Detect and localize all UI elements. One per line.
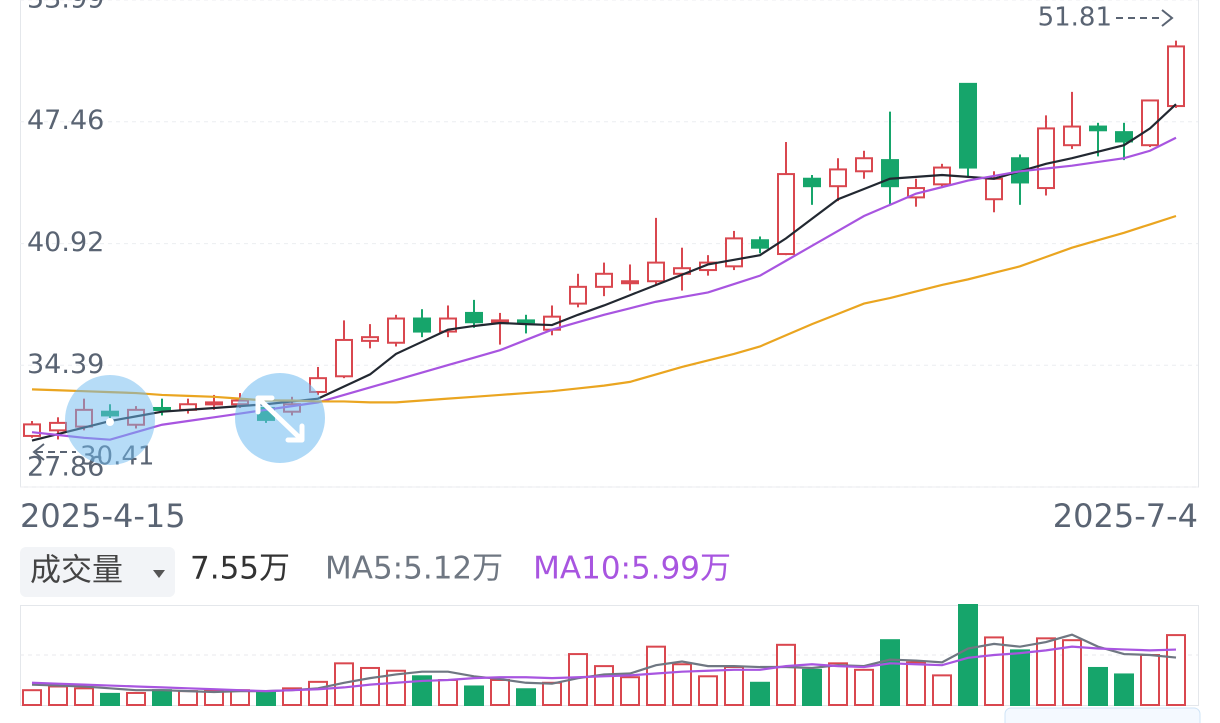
candle-body [751, 239, 769, 249]
candle-body [517, 319, 535, 324]
candle-body [387, 317, 405, 344]
candle-body [621, 280, 639, 285]
low-arrow [32, 443, 76, 461]
ma-line [31, 645, 1177, 693]
touch-indicator [255, 395, 305, 443]
volume-bar [126, 691, 146, 706]
volume-bar [958, 604, 978, 706]
volume-bar [22, 689, 42, 706]
candle-body [1141, 99, 1159, 147]
candle-body [985, 177, 1003, 201]
volume-bar [100, 692, 120, 707]
y-tick-label: 53.99 [27, 0, 104, 15]
candle-body [803, 177, 821, 188]
candle-body [413, 317, 431, 333]
volume-bar [802, 668, 822, 707]
ma-line [31, 633, 1177, 694]
volume-bar [1114, 673, 1134, 707]
indicator-select[interactable] [20, 547, 175, 597]
candle-body [725, 237, 743, 268]
candle-body [361, 336, 379, 342]
volume-bar [282, 687, 302, 706]
volume-bar [854, 668, 874, 707]
candle-body [595, 272, 613, 288]
ma-line [31, 214, 1177, 404]
candle-body [23, 423, 41, 437]
volume-bar [620, 676, 640, 707]
candle-body [569, 285, 587, 305]
volume-bar [1036, 637, 1056, 706]
volume-bar [48, 685, 68, 707]
y-tick-label: 47.46 [27, 105, 104, 136]
volume-bar [1062, 639, 1082, 706]
volume-bar [412, 675, 432, 707]
candle-body [1063, 125, 1081, 147]
volume-bar [646, 645, 666, 707]
volume-bar [360, 666, 380, 706]
volume-bar [490, 679, 510, 706]
candle-body [829, 168, 847, 188]
volume-bar [516, 688, 536, 707]
volume-bar [152, 689, 172, 706]
candle-body [1115, 131, 1133, 143]
volume-current: 7.55万 [190, 551, 290, 587]
candle-body [855, 157, 873, 173]
volume-bar [1010, 649, 1030, 706]
ma-line [31, 136, 1177, 441]
candle-body [881, 159, 899, 188]
volume-bar [906, 661, 926, 707]
volume-bar [984, 636, 1004, 706]
candle-body [959, 82, 977, 169]
candle-body [205, 401, 223, 406]
volume-bar [880, 639, 900, 706]
high-annotation: 51.81 [1038, 3, 1112, 33]
volume-bar [750, 681, 770, 706]
volume-bar [1166, 634, 1186, 706]
x-tick-label: 2025-4-15 [20, 497, 186, 535]
high-arrow [1116, 9, 1174, 27]
candle-body [1089, 125, 1107, 132]
price-frame [20, 0, 1199, 488]
volume-bar [1140, 654, 1160, 706]
x-tick-label: 2025-7-4 [1053, 497, 1198, 535]
y-tick-label: 40.92 [27, 227, 104, 258]
volume-bar [438, 679, 458, 706]
touch-indicator [106, 418, 114, 426]
candle-body [465, 311, 483, 324]
candle-body [335, 338, 353, 378]
candle-body [699, 261, 717, 272]
volume-bar [74, 687, 94, 706]
touch-overlay [65, 373, 325, 465]
y-tick-label: 34.39 [27, 349, 104, 380]
candle-body [1037, 127, 1055, 190]
volume-bar [542, 681, 562, 706]
volume-bar [308, 680, 328, 707]
band-button[interactable] [1004, 707, 1201, 723]
candle-body [153, 406, 171, 411]
volume-bar [464, 685, 484, 707]
legend-entry: MA10:5.99万 [533, 551, 731, 587]
volume-bar [828, 662, 848, 706]
candle-body [49, 421, 67, 432]
volume-bar [594, 665, 614, 706]
volume-bar [178, 690, 198, 706]
legend-entry: MA5:5.12万 [325, 551, 503, 587]
dropdown-caret [153, 570, 165, 578]
volume-bar [932, 674, 952, 706]
volume-bar [386, 669, 406, 706]
volume-bar [724, 666, 744, 707]
candle-body [1167, 45, 1185, 108]
candle-body [647, 261, 665, 283]
volume-bar [776, 643, 796, 707]
volume-bar [672, 663, 692, 707]
volume-bar [256, 691, 276, 707]
volume-bar [698, 675, 718, 707]
volume-bar [1088, 666, 1108, 706]
volume-title[interactable]: 成交量 [30, 553, 123, 589]
